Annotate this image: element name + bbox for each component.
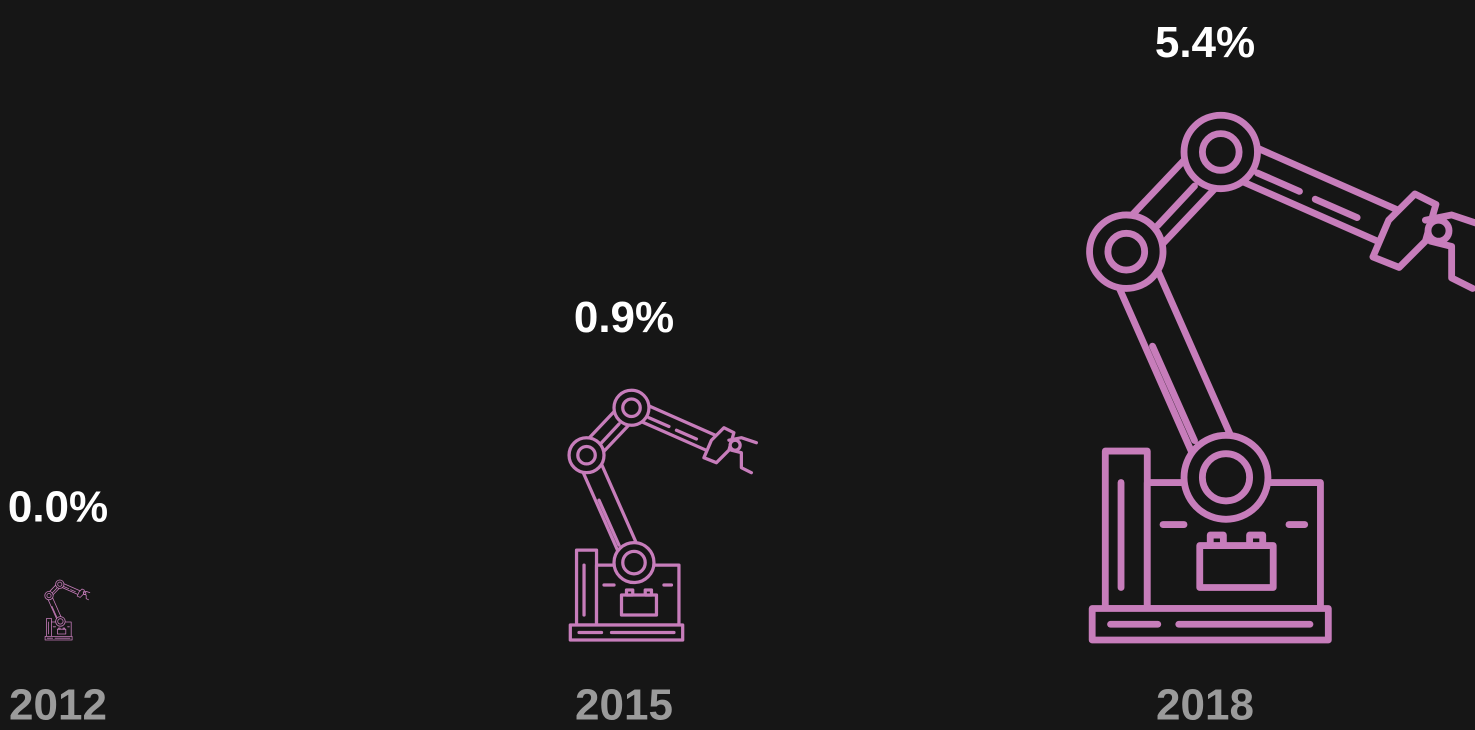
value-label: 0.0% [8, 483, 108, 532]
year-label: 2018 [1156, 681, 1254, 730]
year-label: 2015 [575, 681, 673, 730]
year-label: 2012 [9, 681, 107, 730]
value-label: 5.4% [1155, 18, 1255, 67]
chart: 2012 0.0% 2015 0.9% 2018 5.4% [0, 0, 1475, 730]
value-label: 0.9% [574, 293, 674, 342]
